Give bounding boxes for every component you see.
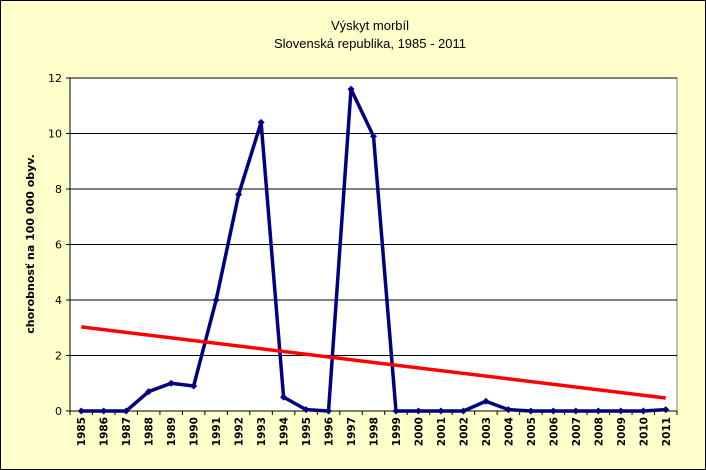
data-point — [347, 85, 355, 93]
y-tick-label: 10 — [48, 128, 62, 141]
data-point — [145, 388, 153, 396]
x-tick-label: 2001 — [436, 417, 448, 446]
x-tick-label: 2010 — [638, 417, 650, 446]
y-tick-label: 4 — [55, 294, 62, 307]
x-tick-label: 1990 — [189, 417, 201, 446]
data-point — [122, 407, 130, 415]
data-point — [212, 296, 220, 304]
data-point — [594, 407, 602, 415]
x-tick-label: 2006 — [548, 417, 560, 446]
x-tick-label: 1985 — [76, 417, 88, 446]
data-point — [662, 406, 670, 414]
y-tick-label: 8 — [55, 183, 62, 196]
data-point — [280, 393, 288, 401]
x-tick-label: 2005 — [526, 417, 538, 446]
x-tick-label: 2000 — [413, 417, 425, 446]
data-point — [459, 407, 467, 415]
data-point — [504, 406, 512, 414]
x-tick-label: 1986 — [99, 417, 111, 446]
x-tick-label: 1992 — [234, 417, 246, 446]
y-tick-label: 6 — [55, 239, 62, 252]
data-point — [325, 407, 333, 415]
data-point — [414, 407, 422, 415]
x-tick-label: 1988 — [144, 417, 156, 446]
x-tick-label: 1999 — [391, 417, 403, 446]
y-axis-label: chorobnosť na 100 000 obyv. — [24, 154, 37, 334]
x-tick-label: 2002 — [458, 417, 470, 446]
x-tick-label: 2008 — [593, 417, 605, 446]
chart-subtitle: Slovenská republika, 1985 - 2011 — [274, 36, 466, 51]
data-point — [370, 132, 377, 140]
x-tick-label: 1997 — [346, 417, 358, 446]
y-tick-label: 2 — [55, 350, 62, 363]
chart-title: Výskyt morbíl — [331, 18, 409, 33]
x-tick-label: 1998 — [369, 417, 381, 446]
data-point — [77, 407, 85, 415]
x-tick-label: 2004 — [503, 417, 515, 446]
data-point — [257, 118, 265, 126]
y-tick-label: 12 — [48, 72, 62, 85]
data-point — [190, 382, 198, 390]
data-point — [617, 407, 625, 415]
data-point — [235, 191, 243, 199]
data-point — [527, 407, 535, 415]
data-point — [572, 407, 580, 415]
data-point — [100, 407, 108, 415]
x-tick-label: 2011 — [661, 417, 673, 446]
data-point — [392, 407, 400, 415]
x-tick-label: 1989 — [166, 417, 178, 446]
x-tick-label: 2003 — [481, 417, 493, 446]
x-tick-label: 1987 — [121, 417, 133, 446]
x-tick-label: 1996 — [324, 417, 336, 446]
data-point — [167, 379, 175, 387]
data-point — [639, 407, 647, 415]
x-tick-label: 2007 — [571, 417, 583, 446]
x-tick-label: 1993 — [256, 417, 268, 446]
x-tick-label: 1995 — [301, 417, 313, 446]
data-point — [302, 406, 310, 414]
data-point — [549, 407, 557, 415]
y-tick-label: 0 — [55, 405, 62, 418]
data-point — [437, 407, 445, 415]
data-point — [482, 397, 490, 405]
x-tick-label: 1991 — [211, 417, 223, 446]
x-tick-label: 1994 — [279, 417, 291, 446]
x-tick-label: 2009 — [616, 417, 628, 446]
trendline — [81, 325, 666, 400]
